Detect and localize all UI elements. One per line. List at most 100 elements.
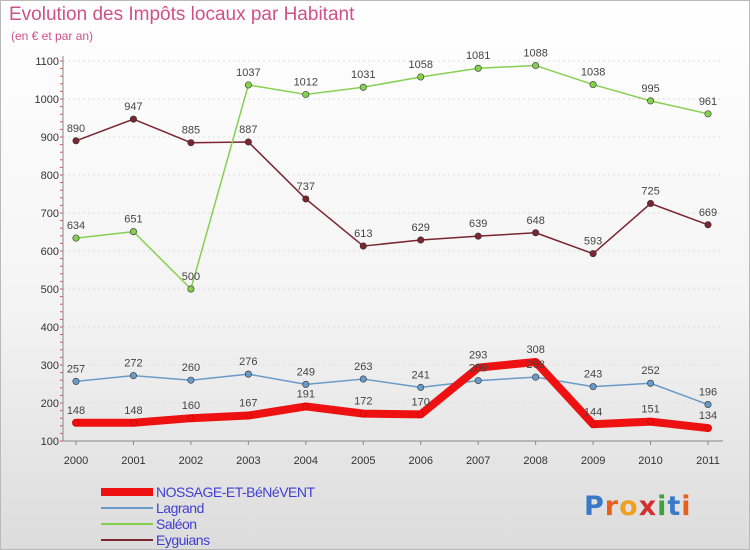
logo-letter: P [584, 491, 605, 522]
data-label-3-3: 887 [239, 124, 257, 136]
data-point-3-11 [704, 221, 712, 229]
series-line-2 [75, 64, 709, 290]
data-label-0-2: 160 [182, 400, 200, 412]
data-point-1-8 [532, 373, 540, 381]
data-label-3-2: 885 [182, 125, 200, 137]
data-point-2-9 [589, 81, 597, 89]
x-tick-label-2006: 2006 [408, 455, 432, 467]
data-label-0-1: 148 [124, 405, 142, 417]
data-label-0-0: 148 [67, 405, 85, 417]
data-label-1-8: 268 [526, 359, 544, 371]
data-point-0-1 [130, 419, 137, 427]
data-label-1-2: 260 [182, 362, 200, 374]
data-point-3-7 [474, 232, 482, 240]
data-point-3-6 [417, 236, 425, 244]
data-point-2-5 [359, 83, 367, 91]
data-label-0-4: 191 [297, 388, 315, 400]
data-label-1-5: 263 [354, 361, 372, 373]
data-point-2-1 [129, 228, 137, 236]
data-label-0-10: 151 [641, 404, 659, 416]
data-label-3-8: 648 [526, 215, 544, 227]
data-label-2-0: 634 [67, 220, 85, 232]
data-point-2-3 [244, 81, 252, 89]
data-point-3-4 [302, 195, 310, 203]
y-tick-label-200: 200 [41, 398, 59, 410]
y-tick-label-1000: 1000 [35, 94, 59, 106]
data-point-0-11 [704, 424, 712, 432]
data-point-1-11 [704, 401, 712, 409]
x-tick-label-2005: 2005 [351, 455, 375, 467]
data-label-3-10: 725 [641, 186, 659, 198]
logo-letter: i [657, 491, 668, 522]
data-point-1-3 [244, 370, 252, 378]
data-label-0-5: 172 [354, 396, 372, 408]
data-label-3-7: 639 [469, 218, 487, 230]
data-point-0-9 [589, 420, 597, 428]
data-point-3-8 [532, 229, 540, 237]
x-tick-label-2011: 2011 [696, 455, 720, 467]
data-point-0-10 [647, 418, 654, 425]
logo-letter: t [667, 491, 682, 522]
data-label-1-10: 252 [641, 365, 659, 377]
data-point-1-0 [72, 377, 80, 385]
data-point-1-6 [417, 383, 425, 391]
data-label-3-6: 629 [412, 222, 430, 234]
data-label-3-4: 737 [297, 181, 315, 193]
data-point-2-8 [532, 62, 540, 70]
data-point-0-4 [302, 403, 310, 410]
data-label-0-9: 144 [584, 406, 602, 418]
y-tick-label-800: 800 [41, 170, 59, 182]
data-point-0-2 [187, 414, 195, 422]
data-label-2-1: 651 [124, 214, 142, 226]
x-tick-label-2004: 2004 [294, 455, 318, 467]
y-tick-label-300: 300 [41, 360, 59, 372]
legend-swatch-saleon [101, 523, 153, 525]
data-label-2-9: 1038 [581, 67, 605, 79]
data-label-0-7: 293 [469, 350, 487, 362]
y-tick-label-600: 600 [41, 246, 59, 258]
series-line-0 [72, 357, 712, 433]
data-point-3-3 [244, 138, 252, 146]
data-point-1-9 [589, 383, 597, 391]
data-point-0-0 [72, 419, 80, 427]
data-label-2-7: 1081 [466, 50, 490, 62]
data-point-2-0 [72, 234, 80, 242]
data-label-1-11: 196 [699, 387, 717, 399]
data-point-3-1 [129, 115, 137, 123]
data-point-3-2 [187, 139, 195, 147]
data-label-3-0: 890 [67, 123, 85, 135]
x-tick-label-2001: 2001 [121, 455, 145, 467]
data-label-3-5: 613 [354, 228, 372, 240]
data-point-2-10 [647, 97, 655, 105]
data-label-1-0: 257 [67, 363, 85, 375]
data-label-1-6: 241 [412, 369, 430, 381]
chart-subtitle: (en € et par an) [11, 29, 94, 43]
data-point-0-6 [417, 411, 425, 418]
y-tick-label-100: 100 [41, 436, 59, 448]
data-point-0-5 [359, 410, 367, 417]
data-point-3-0 [72, 137, 80, 145]
legend-label-eyguians: Eyguians [156, 532, 210, 548]
data-point-2-7 [474, 64, 482, 72]
y-tick-label-400: 400 [41, 322, 59, 334]
chart-title: Evolution des Impôts locaux par Habitant [9, 4, 355, 25]
legend-swatch-eyguians [101, 539, 153, 541]
data-point-0-8 [532, 358, 539, 366]
y-tick-label-1100: 1100 [35, 56, 59, 68]
x-tick-label-2010: 2010 [638, 455, 662, 467]
data-label-2-4: 1012 [294, 76, 318, 88]
data-point-1-10 [647, 379, 655, 387]
y-tick-label-700: 700 [41, 208, 59, 220]
data-label-1-1: 272 [124, 358, 142, 370]
x-tick-label-2009: 2009 [581, 455, 605, 467]
data-label-0-8: 308 [526, 344, 544, 356]
data-point-3-10 [647, 200, 655, 208]
legend-label-lagrand: Lagrand [156, 500, 204, 516]
series-line-1 [75, 373, 709, 406]
data-point-0-7 [474, 364, 482, 371]
legend-label-saleon: Saléon [156, 516, 197, 532]
data-point-2-4 [302, 90, 310, 98]
logo-letter: i [681, 491, 692, 522]
data-label-3-9: 593 [584, 236, 602, 248]
